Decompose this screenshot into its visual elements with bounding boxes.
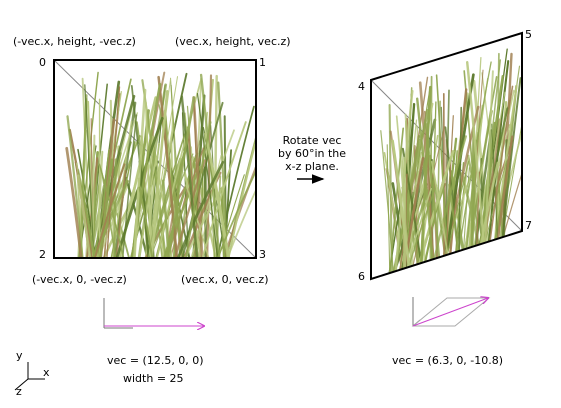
caption-line-3: x-z plane. [285, 160, 339, 173]
caption-line-2: by 60°in the [277, 147, 347, 160]
corner-label-top-left: (-vec.x, height, -vec.z) [13, 35, 136, 48]
vertex-label-6: 6 [358, 270, 365, 283]
vertex-label-5: 5 [525, 28, 532, 41]
grass-texture-left [65, 71, 256, 258]
axes-gizmo [14, 362, 45, 391]
right-vector-gizmo [411, 297, 491, 327]
left-vector-gizmo [103, 298, 204, 328]
right-vec-equation: vec = (6.3, 0, -10.8) [392, 354, 504, 367]
right-quad-frame [370, 31, 523, 281]
left-quad-frame [53, 59, 257, 259]
corner-label-bottom-left: (-vec.x, 0, -vec.z) [32, 273, 127, 286]
vertex-label-0: 0 [39, 56, 46, 69]
vertex-label-2: 2 [39, 248, 46, 261]
vertex-label-4: 4 [358, 80, 365, 93]
grass-texture-right [380, 48, 522, 274]
caption-line-1: Rotate vec [282, 134, 342, 147]
left-vec-equation: vec = (12.5, 0, 0) [107, 354, 204, 367]
axis-label-x: x [43, 366, 50, 379]
corner-label-bottom-right: (vec.x, 0, vec.z) [181, 273, 269, 286]
axis-label-z: z [16, 385, 22, 398]
vertex-label-7: 7 [525, 219, 532, 232]
axis-label-y: y [16, 349, 23, 362]
right-quad [370, 31, 523, 281]
left-width-label: width = 25 [123, 372, 184, 385]
vertex-label-3: 3 [259, 248, 266, 261]
left-quad [53, 59, 257, 259]
corner-label-top-right: (vec.x, height, vec.z) [175, 35, 291, 48]
right-vec-arrow [412, 298, 488, 327]
vertex-label-1: 1 [259, 56, 266, 69]
rotation-caption: Rotate vec by 60°in the x-z plane. [270, 134, 354, 173]
